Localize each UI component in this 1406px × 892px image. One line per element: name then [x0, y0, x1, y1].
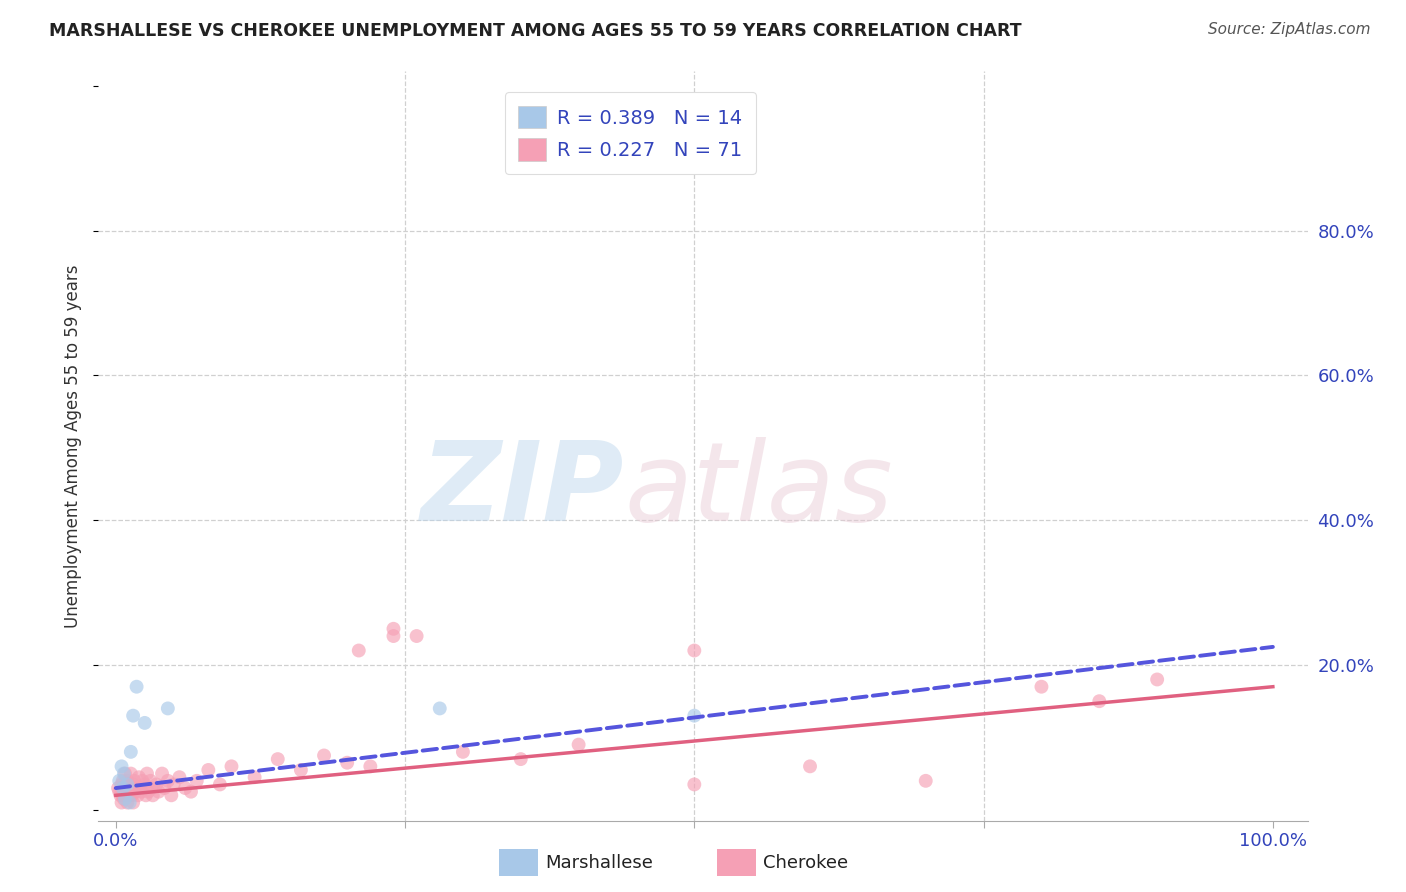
Point	[110, 796, 132, 810]
Point	[124, 785, 146, 799]
Point	[112, 780, 135, 795]
Point	[160, 789, 183, 803]
Point	[114, 792, 136, 806]
Point	[120, 745, 142, 759]
Point	[336, 756, 359, 770]
Point	[122, 777, 145, 791]
Point	[111, 773, 134, 788]
Point	[108, 785, 131, 799]
Point	[451, 745, 474, 759]
Point	[1031, 680, 1053, 694]
Point	[108, 773, 131, 788]
Point	[186, 773, 208, 788]
Point	[124, 773, 146, 788]
Point	[180, 785, 202, 799]
Point	[134, 777, 156, 791]
Point	[221, 759, 243, 773]
Point	[156, 773, 179, 788]
Point	[683, 643, 706, 657]
Point	[125, 680, 148, 694]
Text: Source: ZipAtlas.com: Source: ZipAtlas.com	[1208, 22, 1371, 37]
Point	[135, 789, 157, 803]
Point	[683, 777, 706, 791]
Point	[359, 759, 381, 773]
Point	[136, 785, 159, 799]
Text: atlas: atlas	[624, 437, 893, 544]
Point	[174, 780, 197, 795]
Point	[208, 777, 231, 791]
Point	[169, 770, 191, 784]
Point	[197, 763, 219, 777]
Point	[153, 780, 176, 795]
Point	[112, 766, 135, 780]
Point	[127, 789, 149, 803]
Y-axis label: Unemployment Among Ages 55 to 59 years: Unemployment Among Ages 55 to 59 years	[65, 264, 83, 628]
Point	[136, 766, 159, 780]
Point	[267, 752, 290, 766]
Point	[122, 796, 145, 810]
Point	[290, 763, 312, 777]
Point	[914, 773, 936, 788]
Point	[568, 738, 591, 752]
Point	[129, 785, 152, 799]
Point	[117, 773, 139, 788]
Point	[134, 715, 156, 730]
Point	[128, 770, 150, 784]
Point	[111, 789, 134, 803]
Point	[114, 766, 136, 780]
Point	[683, 708, 706, 723]
Point	[117, 796, 139, 810]
Legend: R = 0.389   N = 14, R = 0.227   N = 71: R = 0.389 N = 14, R = 0.227 N = 71	[505, 92, 756, 174]
Text: MARSHALLESE VS CHEROKEE UNEMPLOYMENT AMONG AGES 55 TO 59 YEARS CORRELATION CHART: MARSHALLESE VS CHEROKEE UNEMPLOYMENT AMO…	[49, 22, 1022, 40]
Point	[110, 759, 132, 773]
Point	[382, 629, 405, 643]
Point	[347, 643, 370, 657]
Point	[131, 773, 153, 788]
Point	[118, 789, 141, 803]
Point	[118, 796, 141, 810]
Point	[145, 777, 167, 791]
Text: Marshallese: Marshallese	[546, 854, 654, 871]
Point	[243, 770, 266, 784]
Point	[111, 780, 134, 795]
Point	[139, 773, 162, 788]
Point	[115, 780, 138, 795]
Point	[115, 789, 138, 803]
Point	[156, 701, 179, 715]
Point	[429, 701, 451, 715]
Point	[405, 629, 427, 643]
Point	[129, 780, 152, 795]
Point	[799, 759, 821, 773]
Point	[1088, 694, 1111, 708]
Text: Cherokee: Cherokee	[763, 854, 849, 871]
Point	[1146, 673, 1168, 687]
Text: ZIP: ZIP	[420, 437, 624, 544]
Point	[150, 766, 173, 780]
Point	[107, 780, 129, 795]
Point	[382, 622, 405, 636]
Point	[112, 792, 135, 806]
Point	[120, 780, 142, 795]
Point	[121, 789, 143, 803]
Point	[162, 777, 184, 791]
Point	[110, 777, 132, 791]
Point	[125, 780, 148, 795]
Point	[148, 785, 170, 799]
Point	[312, 748, 335, 763]
Point	[117, 777, 139, 791]
Point	[117, 777, 139, 791]
Point	[114, 785, 136, 799]
Point	[122, 708, 145, 723]
Point	[142, 789, 165, 803]
Point	[110, 789, 132, 803]
Point	[509, 752, 531, 766]
Point	[120, 766, 142, 780]
Point	[141, 780, 163, 795]
